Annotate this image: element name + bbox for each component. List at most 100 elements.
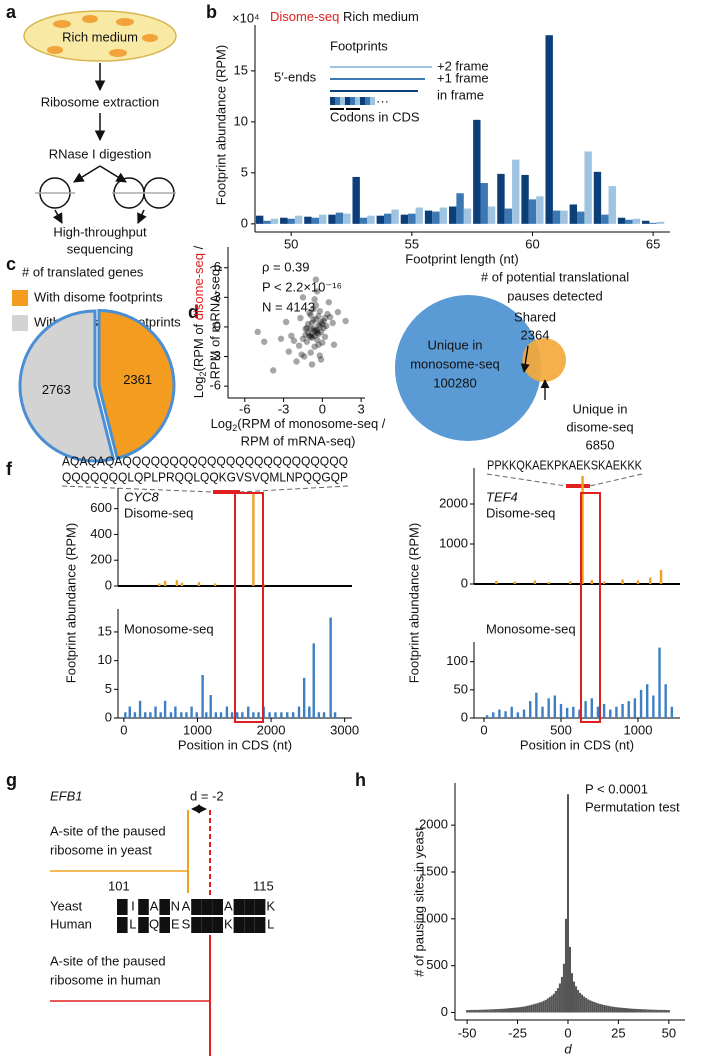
point (329, 319, 336, 327)
residue: K (266, 898, 275, 913)
panel-label: d (188, 302, 199, 322)
y-tick-label: -6 (209, 378, 221, 393)
point (307, 333, 314, 341)
x-tick-label: 50 (662, 1025, 676, 1040)
chart-title: Disome-seq Rich medium (270, 9, 419, 24)
histogram-bar (589, 1000, 592, 1013)
signal-bar (646, 684, 649, 718)
signal-bar (498, 709, 501, 718)
point (308, 334, 316, 341)
conserved-box (212, 917, 223, 933)
x-tick-label: 55 (405, 236, 419, 251)
histogram-bar (657, 1009, 660, 1013)
signal-bar (578, 709, 581, 718)
signal-bar (615, 706, 618, 718)
signal-bar (268, 712, 271, 718)
pie-slice (97, 309, 176, 461)
bar (328, 214, 336, 224)
y-tick-label: -3 (209, 348, 221, 363)
venn-set (522, 338, 567, 382)
point (307, 349, 314, 356)
workflow-step: High-throughput (53, 224, 147, 239)
bar (625, 219, 633, 224)
point (308, 361, 316, 368)
y-tick-label: 0 (461, 575, 468, 590)
bar (504, 208, 513, 224)
point (330, 341, 338, 348)
histogram-bar (651, 1009, 654, 1013)
codon-swatch (330, 97, 335, 105)
histogram-bar (597, 1003, 600, 1013)
venn-label: Unique in (428, 337, 483, 352)
bar (319, 214, 327, 224)
point (342, 317, 349, 325)
point (307, 311, 314, 319)
histogram-bar (585, 997, 588, 1013)
histogram-bar (466, 1010, 469, 1013)
label-part: Log (211, 416, 233, 431)
signal-bar (659, 570, 663, 584)
point (312, 302, 320, 309)
histogram-bar (623, 1008, 626, 1013)
signal-bar (219, 712, 223, 718)
x-axis-label: RPM of mRNA-seq) (241, 433, 356, 448)
signal-bar (291, 712, 295, 718)
residue: K (235, 916, 244, 931)
residue: A (256, 916, 265, 931)
bar (577, 211, 585, 224)
bar (569, 204, 578, 224)
signal-bar (213, 583, 217, 586)
label-part: (RPM of (191, 320, 206, 371)
residue: A (182, 898, 191, 913)
histogram-bar (484, 1009, 487, 1013)
residue: K (192, 898, 201, 913)
point (315, 312, 322, 320)
histogram-bar (663, 1009, 666, 1013)
residue: S (182, 916, 191, 931)
legend-entry: in frame (437, 87, 484, 102)
x-tick-label: 1000 (624, 722, 653, 737)
histogram-bar (631, 1008, 634, 1013)
histogram-bar (522, 1006, 525, 1013)
histogram-bar (534, 1003, 537, 1013)
point (317, 318, 325, 326)
histogram-bar (633, 1008, 636, 1013)
y-tick-label: 2000 (439, 495, 468, 510)
bar (359, 217, 368, 224)
y-tick-label: 0 (105, 577, 112, 592)
panel-label: g (6, 770, 17, 790)
zoom-line (486, 473, 567, 487)
bar (280, 217, 288, 224)
histogram-bar (643, 1009, 646, 1013)
signal-bar (252, 712, 255, 718)
bar (424, 210, 433, 224)
conserved-box (138, 899, 149, 915)
annotation: A-site of the paused (50, 823, 166, 838)
signal-bar (280, 712, 283, 718)
y-tick-label: 1000 (439, 535, 468, 550)
panel-label: c (6, 254, 16, 274)
yeast-cell (142, 34, 158, 42)
track-name: Monosome-seq (124, 621, 214, 636)
histogram-bar (579, 992, 582, 1013)
point (334, 308, 342, 316)
bar (335, 212, 344, 224)
histogram-bar (659, 1009, 662, 1013)
signal-bar (163, 700, 167, 718)
residue: Y (160, 916, 169, 931)
annotation: P < 0.0001 (585, 781, 648, 796)
point (311, 343, 318, 350)
signal-bar (627, 701, 630, 718)
point (320, 324, 327, 332)
signal-bar (547, 698, 550, 718)
histogram-bar (641, 1009, 644, 1013)
highlight-box (234, 492, 264, 723)
codon-swatch (335, 97, 340, 105)
x-tick-label: 0 (564, 1025, 571, 1040)
signal-bar (504, 711, 507, 718)
y-tick-label: 500 (426, 957, 448, 972)
bar (456, 193, 464, 224)
histogram-bar (605, 1005, 608, 1013)
signal-bar (322, 712, 326, 718)
species-name: Yeast (50, 898, 82, 913)
